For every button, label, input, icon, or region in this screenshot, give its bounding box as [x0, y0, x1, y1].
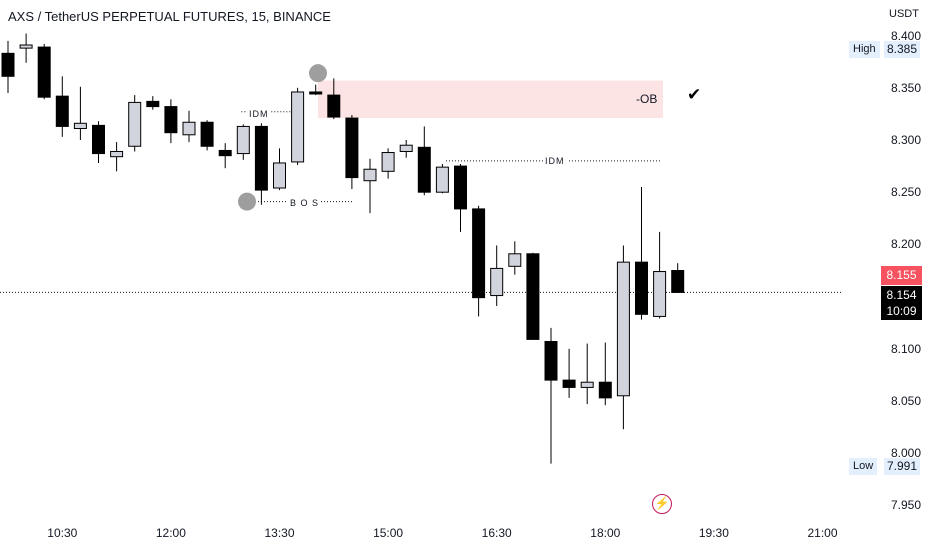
candle-bearish [164, 106, 178, 134]
checkmark-icon: ✔ [687, 85, 702, 104]
idm-label-2: IDM [543, 156, 567, 166]
candle-bearish [635, 261, 648, 315]
order-block-zone [318, 80, 663, 119]
candle-bullish [19, 44, 33, 49]
y-tick-label: 8.100 [891, 341, 922, 356]
last-price-tag: 8.154 10:09 [881, 286, 922, 320]
order-block-label: -OB [636, 92, 658, 106]
candle-bullish [273, 162, 286, 189]
candle-bullish [128, 101, 142, 147]
y-tick-label: 8.350 [891, 80, 922, 95]
candle-bearish [544, 340, 558, 381]
candle-bullish [580, 381, 594, 388]
idm-label-1: IDM [247, 109, 271, 119]
x-tick-label: 12:00 [155, 526, 186, 540]
candle-bullish [363, 168, 377, 182]
x-tick-label: 16:30 [481, 526, 512, 540]
y-tick-label: 8.300 [891, 133, 922, 147]
candle-bearish [55, 95, 69, 127]
candle-bearish [37, 46, 51, 98]
y-tick-label: 7.950 [891, 498, 922, 513]
y-tick-label: 8.050 [891, 394, 922, 408]
high-value: 8.385 [884, 41, 921, 58]
candle-bullish [110, 150, 124, 158]
x-tick-label: 13:30 [264, 526, 295, 540]
candle-bearish [254, 125, 268, 191]
candle-bearish [454, 165, 467, 210]
candle-bullish [435, 166, 449, 193]
candle-bearish [92, 124, 105, 155]
candle-bullish [182, 121, 196, 136]
candle-bearish [526, 253, 540, 340]
low-tag: Low [849, 458, 878, 475]
candle-bearish [309, 91, 323, 95]
candle-bullish [508, 253, 522, 267]
y-tick-label: 8.000 [891, 446, 922, 461]
candle-bearish [562, 379, 576, 388]
low-value: 7.991 [884, 458, 921, 475]
last-price-value: 8.154 [886, 288, 917, 302]
candle-bullish [236, 125, 250, 155]
pivot-marker-low [238, 192, 256, 211]
y-tick-label: 8.250 [891, 185, 922, 200]
candle-bearish [327, 94, 341, 118]
candle-bullish [653, 271, 667, 317]
bos-label: B O S [288, 198, 322, 208]
x-tick-label: 18:00 [590, 526, 621, 540]
currency-label: USDT [889, 8, 919, 20]
candle-bearish [1, 52, 15, 77]
price-tag-red: 8.155 [881, 266, 922, 285]
candle-bullish [490, 267, 504, 297]
candle-bullish [616, 261, 630, 397]
candle-bearish [200, 121, 214, 147]
candle-bullish [291, 91, 305, 163]
candle-bullish [399, 144, 413, 152]
candle-bearish [671, 270, 685, 293]
chart-title: AXS / TetherUS PERPETUAL FUTURES, 15, BI… [8, 9, 331, 24]
candle-bearish [218, 149, 232, 157]
candle-bullish [381, 152, 395, 172]
candle-bearish [472, 208, 486, 299]
pivot-marker-high [309, 64, 327, 83]
x-tick-label: 15:00 [373, 526, 404, 540]
high-tag: High [849, 41, 880, 58]
x-tick-label: 21:00 [807, 526, 838, 540]
candle-bearish [598, 381, 612, 399]
candle-bullish [73, 122, 87, 130]
candle-bearish [417, 146, 431, 193]
candle-bearish [345, 117, 359, 179]
y-tick-label: 8.400 [891, 28, 922, 43]
candle-bearish [146, 100, 160, 108]
countdown-timer: 10:09 [886, 304, 917, 318]
lightning-icon[interactable]: ⚡ [652, 494, 672, 514]
x-tick-label: 10:30 [47, 526, 78, 540]
y-tick-label: 8.200 [891, 237, 922, 252]
x-tick-label: 19:30 [698, 526, 729, 540]
